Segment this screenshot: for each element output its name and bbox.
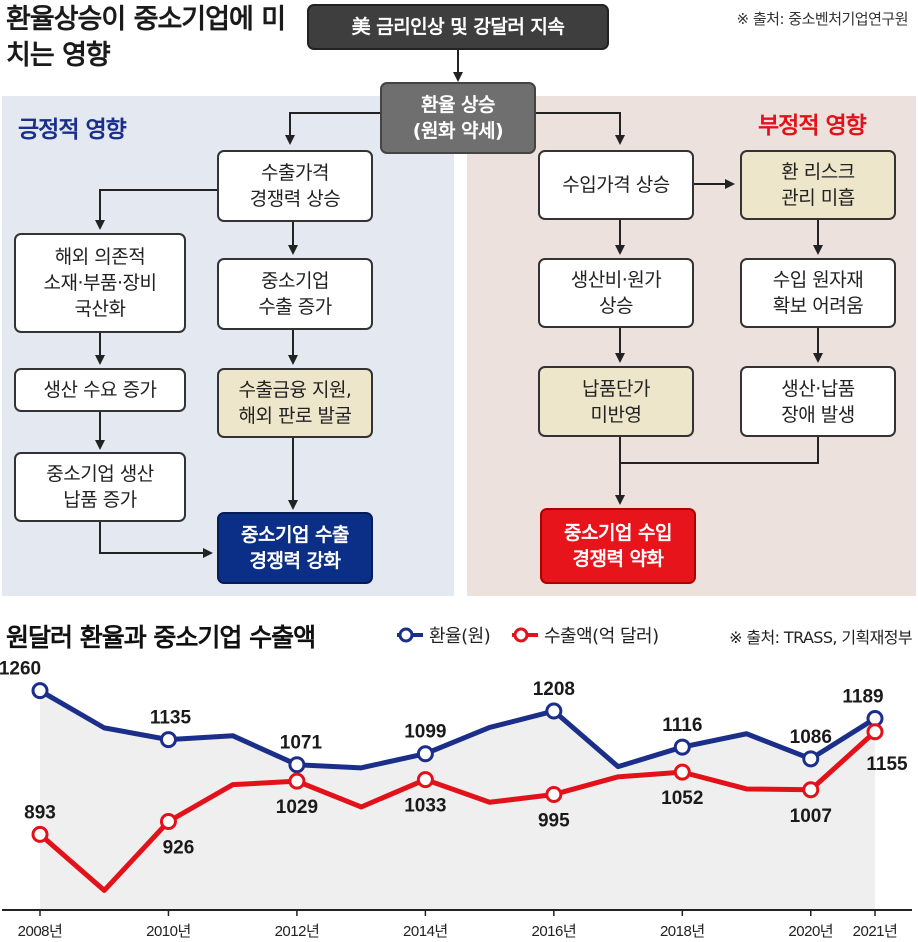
x-tick-label: 2020년 [788, 923, 833, 940]
export-label-2014: 1033 [404, 796, 446, 817]
chart-title: 원달러 환율과 중소기업 수출액 [6, 623, 316, 652]
x-tick-label: 2014년 [403, 923, 448, 940]
export-point-2008 [31, 825, 49, 843]
export-point-2021 [866, 723, 884, 741]
export-point-2018 [673, 763, 691, 781]
fx-risk-box: 환 리스크 관리 미흡 [740, 150, 896, 220]
sme-supply-increase-box: 중소기업 생산 납품 증가 [14, 452, 186, 522]
x-tick-label: 2010년 [146, 923, 191, 940]
rate-label-2020: 1086 [790, 727, 832, 748]
export-label-2020: 1007 [790, 806, 832, 827]
production-cost-box: 생산비·원가 상승 [538, 258, 694, 328]
export-label-2021: 1155 [866, 754, 908, 775]
export-point-2012 [288, 772, 306, 790]
export-finance-box: 수출금융 지원, 해외 판로 발굴 [217, 368, 373, 438]
rate-label-2016: 1208 [533, 679, 575, 700]
rate-label-2021: 1189 [842, 686, 883, 707]
rate-point-2012 [288, 756, 306, 774]
export-label-2012: 1029 [276, 797, 318, 818]
legend-export: 수출액(억 달러) [510, 622, 659, 648]
rate-label-2010: 1135 [150, 708, 192, 729]
rate-label-2008: 1260 [0, 659, 41, 680]
raw-material-box: 수입 원자재 확보 어려움 [740, 258, 896, 328]
sme-export-increase-box: 중소기업 수출 증가 [217, 258, 373, 330]
import-price-rise-box: 수입가격 상승 [538, 150, 694, 220]
rate-point-2016 [545, 702, 563, 720]
exchange-rate-rise-box: 환율 상승 (원화 약세) [380, 82, 536, 154]
rate-label-2012: 1071 [280, 733, 323, 754]
rate-label-2014: 1099 [404, 722, 446, 743]
rate-point-2014 [416, 745, 434, 763]
rate-point-2020 [802, 750, 820, 768]
x-tick-label: 2018년 [660, 923, 705, 940]
source-note: ※ 출처: 중소벤처기업연구원 [736, 10, 909, 28]
page-title: 환율상승이 중소기업에 미치는 영향 [6, 4, 286, 71]
production-demand-box: 생산 수요 증가 [14, 368, 186, 412]
export-point-2020 [802, 781, 820, 799]
cause-box: 美 금리인상 및 강달러 지속 [307, 4, 609, 50]
x-tick-label: 2008년 [18, 923, 63, 940]
rate-point-2018 [673, 738, 691, 756]
export-label-2018: 1052 [661, 788, 703, 809]
x-tick-label: 2012년 [275, 923, 320, 940]
positive-title: 긍정적 영향 [18, 117, 127, 143]
legend-rate: 환율(원) [395, 622, 491, 648]
negative-title: 부정적 영향 [758, 113, 867, 139]
rate-label-2018: 1116 [662, 715, 702, 736]
export-point-2014 [416, 771, 434, 789]
legend-export-marker [512, 627, 538, 643]
negative-result-box: 중소기업 수입 경쟁력 약화 [540, 508, 696, 584]
production-disruption-box: 생산·납품 장애 발생 [740, 366, 896, 437]
rate-point-2010 [159, 731, 177, 749]
export-point-2010 [159, 812, 177, 830]
x-tick-label: 2016년 [532, 923, 577, 940]
x-tick-label: 2021년 [853, 923, 898, 940]
chart-source: ※ 출처: TRASS, 기획재정부 [729, 628, 912, 647]
legend-rate-label: 환율(원) [429, 626, 491, 647]
export-line [38, 729, 877, 893]
flow-connectors [95, 50, 823, 558]
legend-rate-marker [397, 627, 423, 643]
line-chart: 2008년 2010년 2012년 2014년 2016년 2018년 2020년 2021년… [0, 659, 912, 940]
export-point-2016 [545, 785, 563, 803]
export-label-2016: 995 [538, 810, 570, 831]
rate-line [38, 688, 877, 771]
unit-price-box: 납품단가 미반영 [538, 366, 694, 437]
positive-result-box: 중소기업 수출 경쟁력 강화 [217, 512, 373, 584]
legend-export-label: 수출액(억 달러) [544, 626, 659, 647]
export-label-2008: 893 [24, 802, 56, 823]
export-label-2010: 926 [163, 837, 195, 858]
localization-box: 해외 의존적 소재·부품·장비 국산화 [14, 233, 186, 333]
rate-point-2008 [31, 682, 49, 700]
export-price-competitiveness-box: 수출가격 경쟁력 상승 [217, 150, 373, 222]
